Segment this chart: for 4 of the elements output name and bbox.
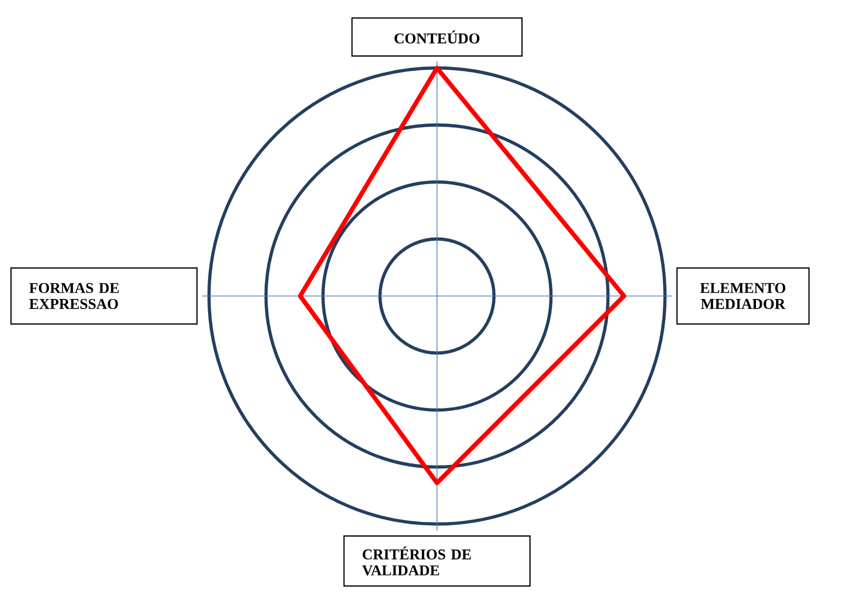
- spoke-label: FORMAS DE EXPRESSAO: [29, 283, 119, 309]
- spoke-label: CONTEÚDO: [394, 30, 480, 44]
- spoke-label: CRITÉRIOS DE VALIDADE: [362, 546, 471, 576]
- spoke-label: ELEMENTO MEDIADOR: [700, 283, 786, 309]
